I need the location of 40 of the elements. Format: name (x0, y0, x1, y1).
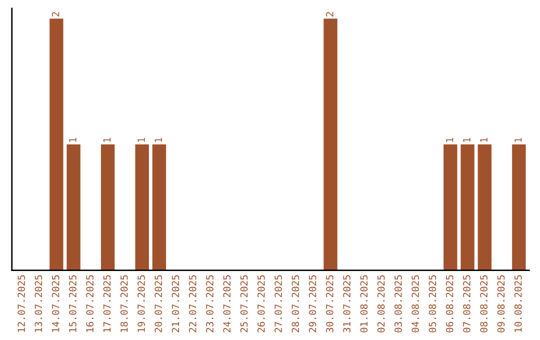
x-tick-label: 24.07.2025 (223, 275, 231, 332)
x-tick-label: 29.07.2025 (308, 275, 316, 332)
x-tick-label: 03.08.2025 (394, 275, 402, 332)
data-label: 1 (154, 138, 162, 142)
x-tick-label: 02.08.2025 (377, 275, 385, 332)
data-label: 1 (69, 138, 76, 142)
data-label: 1 (463, 138, 470, 142)
x-tick-label: 28.07.2025 (292, 275, 300, 332)
x-tick-label: 14.07.2025 (52, 275, 60, 332)
x-tick-label: 01.08.2025 (360, 275, 368, 332)
x-tick-label: 06.08.2025 (446, 275, 454, 332)
x-tick-label: 16.07.2025 (86, 275, 94, 332)
data-label: 1 (103, 138, 111, 142)
x-tick-label: 22.07.2025 (188, 275, 196, 332)
x-tick-label: 21.07.2025 (172, 275, 180, 332)
x-tick-label: 12.07.2025 (18, 275, 26, 332)
x-tick-label: 04.08.2025 (412, 275, 419, 332)
x-tick-label: 26.07.2025 (257, 275, 265, 332)
data-label: 1 (514, 138, 522, 142)
x-tick-label: 31.07.2025 (343, 275, 350, 332)
x-tick-label: 30.07.2025 (326, 275, 334, 332)
data-label: 1 (446, 138, 454, 142)
x-tick-label: 17.07.2025 (103, 275, 111, 332)
x-tick-label: 23.07.2025 (206, 275, 214, 332)
data-label: 1 (138, 138, 145, 142)
x-tick-label: 19.07.2025 (138, 275, 145, 332)
x-tick-label: 07.08.2025 (463, 275, 470, 332)
x-tick-label: 15.07.2025 (69, 275, 76, 332)
x-tick-label: 05.08.2025 (428, 275, 436, 332)
data-label: 2 (52, 12, 60, 16)
x-tick-label: 27.07.2025 (274, 275, 282, 332)
data-label: 1 (480, 138, 488, 142)
x-tick-label: 20.07.2025 (154, 275, 162, 332)
x-tick-label: 09.08.2025 (497, 275, 505, 332)
x-tick-label: 13.07.2025 (34, 275, 42, 332)
x-tick-label: 25.07.2025 (240, 275, 248, 332)
x-tick-label: 18.07.2025 (120, 275, 128, 332)
x-tick-label: 10.08.2025 (514, 275, 522, 332)
data-label: 2 (326, 12, 334, 16)
x-tick-label: 08.08.2025 (480, 275, 488, 332)
